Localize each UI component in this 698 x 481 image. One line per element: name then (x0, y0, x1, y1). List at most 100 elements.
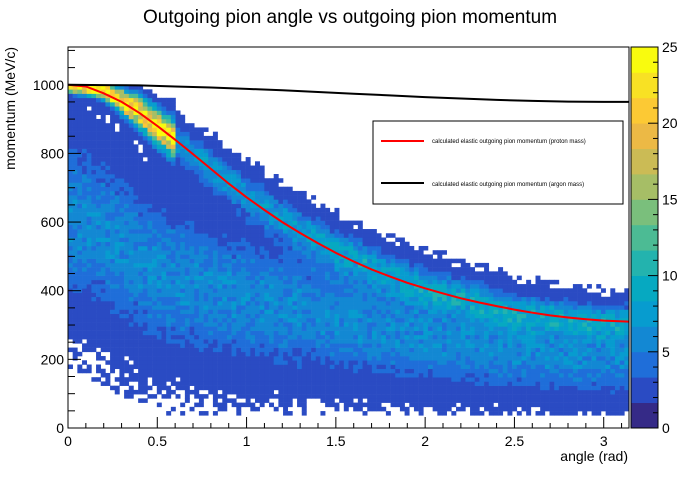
heatmap-cell (124, 254, 130, 259)
heatmap-cell (138, 135, 144, 141)
heatmap-cell (418, 317, 424, 323)
heatmap-cell (110, 360, 116, 365)
heatmap-cell (399, 288, 405, 293)
heatmap-cell (269, 356, 274, 361)
heatmap-cell (409, 377, 415, 382)
heatmap-cell (488, 377, 494, 382)
heatmap-cell (236, 275, 242, 281)
heatmap-cell (180, 207, 186, 213)
heatmap-cell (287, 394, 293, 399)
heatmap-cell (413, 326, 419, 331)
heatmap-cell (105, 339, 111, 344)
heatmap-cell (100, 135, 106, 141)
heatmap-cell (484, 389, 490, 395)
heatmap-cell (86, 89, 92, 94)
heatmap-cell (329, 389, 335, 395)
heatmap-cell (278, 279, 284, 285)
heatmap-cell (152, 339, 158, 344)
heatmap-cell (325, 368, 331, 374)
heatmap-cell (203, 174, 209, 179)
heatmap-cell (381, 356, 387, 361)
heatmap-cell (161, 377, 167, 382)
heatmap-cell (124, 131, 130, 137)
heatmap-cell (507, 275, 513, 281)
heatmap-cell (357, 305, 363, 310)
heatmap-cell (133, 182, 139, 187)
heatmap-cell (418, 334, 424, 340)
heatmap-cell (110, 254, 116, 259)
heatmap-cell (161, 356, 167, 361)
heatmap-cell (72, 161, 78, 166)
heatmap-cell (161, 262, 167, 268)
heatmap-cell (357, 389, 363, 395)
heatmap-cell (278, 233, 284, 238)
heatmap-cell (222, 313, 228, 319)
heatmap-cell (212, 305, 218, 310)
heatmap-cell (128, 339, 134, 344)
heatmap-cell (484, 402, 490, 408)
heatmap-cell (512, 356, 518, 361)
heatmap-cell (68, 186, 73, 192)
heatmap-cell (222, 245, 228, 251)
heatmap-cell (287, 389, 293, 395)
heatmap-cell (339, 271, 345, 276)
heatmap-cell (124, 169, 130, 175)
heatmap-cell (194, 182, 200, 187)
heatmap-cell (357, 398, 363, 403)
heatmap-cell (250, 195, 256, 200)
heatmap-cell (255, 161, 260, 166)
heatmap-cell (339, 339, 345, 344)
heatmap-cell (245, 330, 251, 336)
heatmap-cell (315, 326, 321, 331)
heatmap-cell (166, 385, 172, 391)
heatmap-cell (124, 334, 130, 340)
heatmap-cell (184, 309, 190, 314)
heatmap-cell (315, 301, 321, 306)
heatmap-cell (325, 262, 331, 268)
heatmap-cell (194, 220, 200, 226)
heatmap-cell (269, 292, 274, 298)
heatmap-cell (194, 347, 200, 353)
heatmap-cell (124, 89, 130, 94)
heatmap-cell (156, 203, 162, 209)
heatmap-cell (166, 169, 172, 175)
heatmap-cell (339, 305, 345, 310)
heatmap-cell (142, 398, 148, 403)
heatmap-cell (166, 330, 172, 336)
heatmap-cell (147, 220, 153, 226)
heatmap-cell (390, 402, 396, 408)
heatmap-cell (212, 411, 218, 416)
heatmap-cell (470, 372, 476, 378)
heatmap-cell (231, 199, 237, 204)
heatmap-cell (465, 275, 471, 281)
heatmap-cell (226, 368, 232, 374)
heatmap-cell (474, 334, 480, 340)
heatmap-cell (142, 127, 148, 132)
heatmap-cell (413, 271, 419, 276)
heatmap-cell (395, 377, 401, 382)
heatmap-cell (325, 271, 331, 276)
heatmap-cell (292, 372, 298, 378)
heatmap-cell (460, 406, 466, 412)
heatmap-cell (470, 267, 476, 272)
heatmap-cell (212, 347, 218, 353)
heatmap-cell (418, 271, 424, 276)
heatmap-cell (250, 343, 256, 348)
heatmap-cell (502, 271, 508, 276)
heatmap-cell (306, 330, 312, 336)
heatmap-cell (208, 241, 214, 247)
heatmap-cell (255, 275, 260, 281)
heatmap-cell (114, 85, 120, 90)
heatmap-cell (156, 114, 162, 120)
heatmap-cell (259, 203, 265, 209)
heatmap-cell (409, 339, 415, 344)
heatmap-cell (184, 275, 190, 281)
heatmap-cell (362, 334, 368, 340)
heatmap-cell (96, 165, 102, 171)
heatmap-cell (226, 372, 232, 378)
heatmap-cell (460, 301, 466, 306)
heatmap-cell (138, 199, 144, 204)
heatmap-cell (273, 284, 279, 289)
heatmap-cell (86, 131, 92, 137)
heatmap-cell (100, 161, 106, 166)
